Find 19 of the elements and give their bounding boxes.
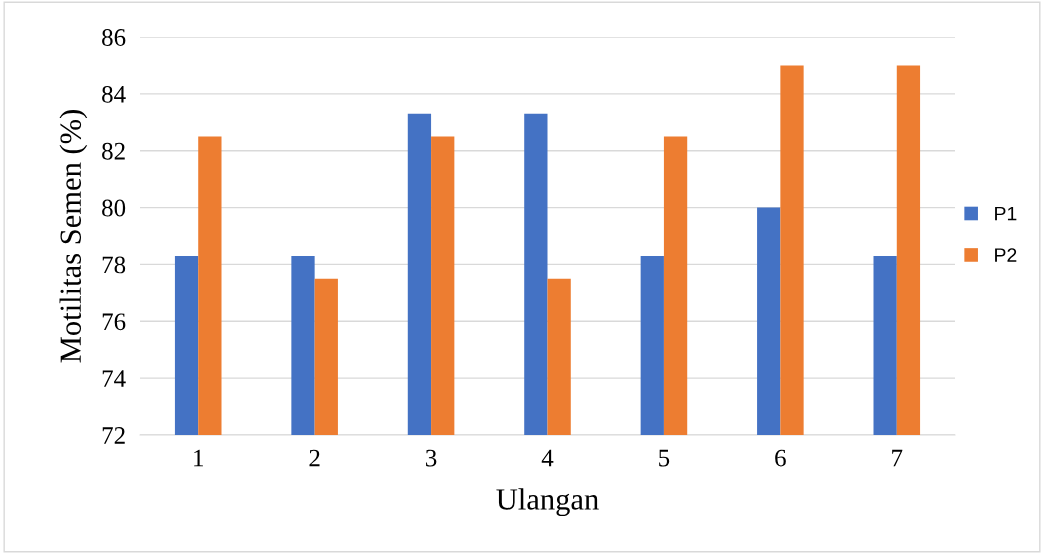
x-tick-label: 2	[309, 449, 320, 467]
y-tick-label: 76	[102, 313, 126, 331]
y-tick-label: 72	[102, 427, 125, 444]
x-tick-label: 7	[892, 449, 903, 467]
y-axis-title: Motilitas Semen (%)	[59, 110, 88, 363]
x-tick-label: 1	[194, 449, 203, 467]
y-tick-label: 78	[102, 256, 126, 274]
y-tick-label: 74	[102, 370, 126, 387]
x-axis-title: Ulangan	[496, 488, 599, 517]
x-tick-label: 3	[426, 449, 437, 467]
legend-label: P2	[995, 248, 1017, 262]
y-tick-label: 84	[102, 85, 126, 103]
x-tick-label: 5	[659, 449, 670, 467]
legend-label: P1	[995, 206, 1017, 221]
y-tick-label: 82	[102, 142, 125, 160]
y-tick-label: 86	[102, 29, 126, 46]
y-tick-label: 80	[102, 199, 126, 217]
x-tick-label: 6	[775, 449, 786, 467]
x-tick-label: 4	[541, 449, 554, 467]
